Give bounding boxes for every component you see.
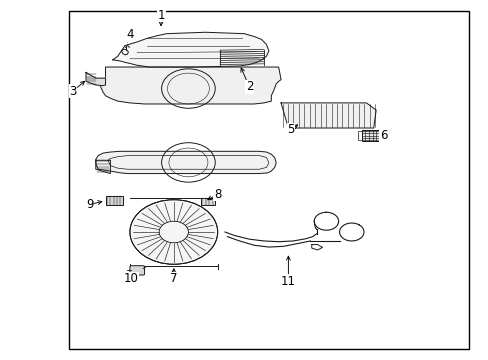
Text: 7: 7 [170, 273, 177, 285]
Text: 4: 4 [126, 28, 133, 41]
Circle shape [130, 200, 217, 264]
Text: 9: 9 [86, 198, 94, 211]
Text: 8: 8 [214, 188, 221, 201]
FancyBboxPatch shape [130, 266, 144, 275]
Text: 1: 1 [158, 9, 165, 22]
Polygon shape [113, 32, 268, 67]
Polygon shape [96, 151, 276, 174]
Polygon shape [86, 72, 105, 86]
Bar [105, 197, 122, 205]
Text: 10: 10 [123, 273, 139, 285]
Text: 11: 11 [280, 275, 295, 288]
Text: 3: 3 [69, 85, 77, 98]
Polygon shape [361, 130, 378, 141]
Text: 6: 6 [379, 129, 386, 143]
Text: 5: 5 [286, 123, 294, 136]
Polygon shape [98, 67, 281, 104]
Bar [69, 12, 468, 348]
Polygon shape [281, 103, 375, 128]
Text: 2: 2 [245, 80, 253, 93]
Bar [200, 198, 215, 205]
